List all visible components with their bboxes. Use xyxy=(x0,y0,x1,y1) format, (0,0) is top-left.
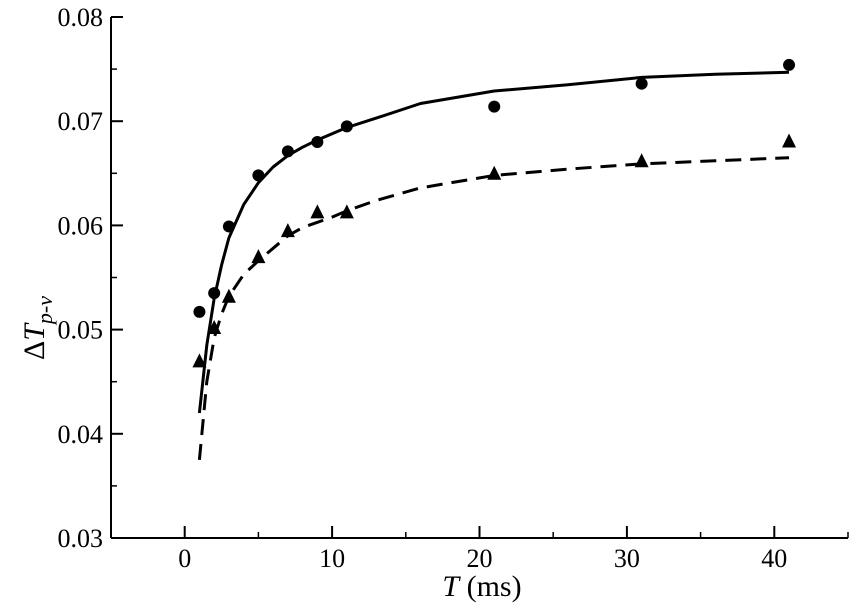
series-layer xyxy=(192,58,797,461)
x-axis-label-var: T xyxy=(442,570,461,603)
y-axis-ticks: 0.03 0.04 0.05 0.06 0.07 0.08 xyxy=(58,3,123,553)
x-tick-label-40: 40 xyxy=(761,544,787,573)
y-axis-label-var: T xyxy=(18,322,51,341)
series-1-point xyxy=(222,220,235,233)
series-1-fit-line xyxy=(197,70,790,414)
series-1-point xyxy=(311,136,324,149)
y-tick-label-5: 0.08 xyxy=(58,3,104,32)
series-2-point xyxy=(192,353,207,368)
series-1-point xyxy=(281,145,294,158)
series-2-point xyxy=(339,204,354,219)
series-2-point xyxy=(310,204,325,219)
series-1-point xyxy=(635,77,648,90)
y-tick-label-2: 0.05 xyxy=(58,316,104,345)
series-2-fit-line xyxy=(197,156,790,461)
series-2-point xyxy=(221,288,236,303)
series-2-point xyxy=(280,223,295,238)
plot-frame xyxy=(110,17,848,539)
series-2-point xyxy=(251,249,266,264)
x-tick-label-10: 10 xyxy=(319,544,345,573)
x-tick-label-20: 20 xyxy=(467,544,493,573)
y-tick-label-4: 0.07 xyxy=(58,107,104,136)
series-1-point xyxy=(488,100,501,113)
x-axis-label: T (ms) xyxy=(442,570,521,603)
series-1-point xyxy=(193,305,206,318)
series-1-point xyxy=(208,287,221,300)
y-tick-label-1: 0.04 xyxy=(58,420,104,449)
x-tick-label-30: 30 xyxy=(614,544,640,573)
y-axis-label: ΔTp-v xyxy=(18,296,57,360)
y-axis-label-sub: p-v xyxy=(32,296,57,326)
series-2-point xyxy=(487,165,502,180)
series-1-point xyxy=(340,120,353,133)
series-2-point xyxy=(207,320,222,335)
y-axis-label-prefix: Δ xyxy=(18,341,51,360)
series-1-point xyxy=(252,169,265,182)
y-tick-label-3: 0.06 xyxy=(58,211,104,240)
series-1-point xyxy=(783,58,796,71)
series-2-point xyxy=(782,133,797,148)
y-tick-label-0: 0.03 xyxy=(58,524,104,553)
x-axis-ticks: 0 10 20 30 40 xyxy=(110,526,849,573)
x-tick-label-0: 0 xyxy=(178,544,191,573)
series-2-point xyxy=(634,153,649,168)
x-axis-label-unit: (ms) xyxy=(459,570,522,603)
